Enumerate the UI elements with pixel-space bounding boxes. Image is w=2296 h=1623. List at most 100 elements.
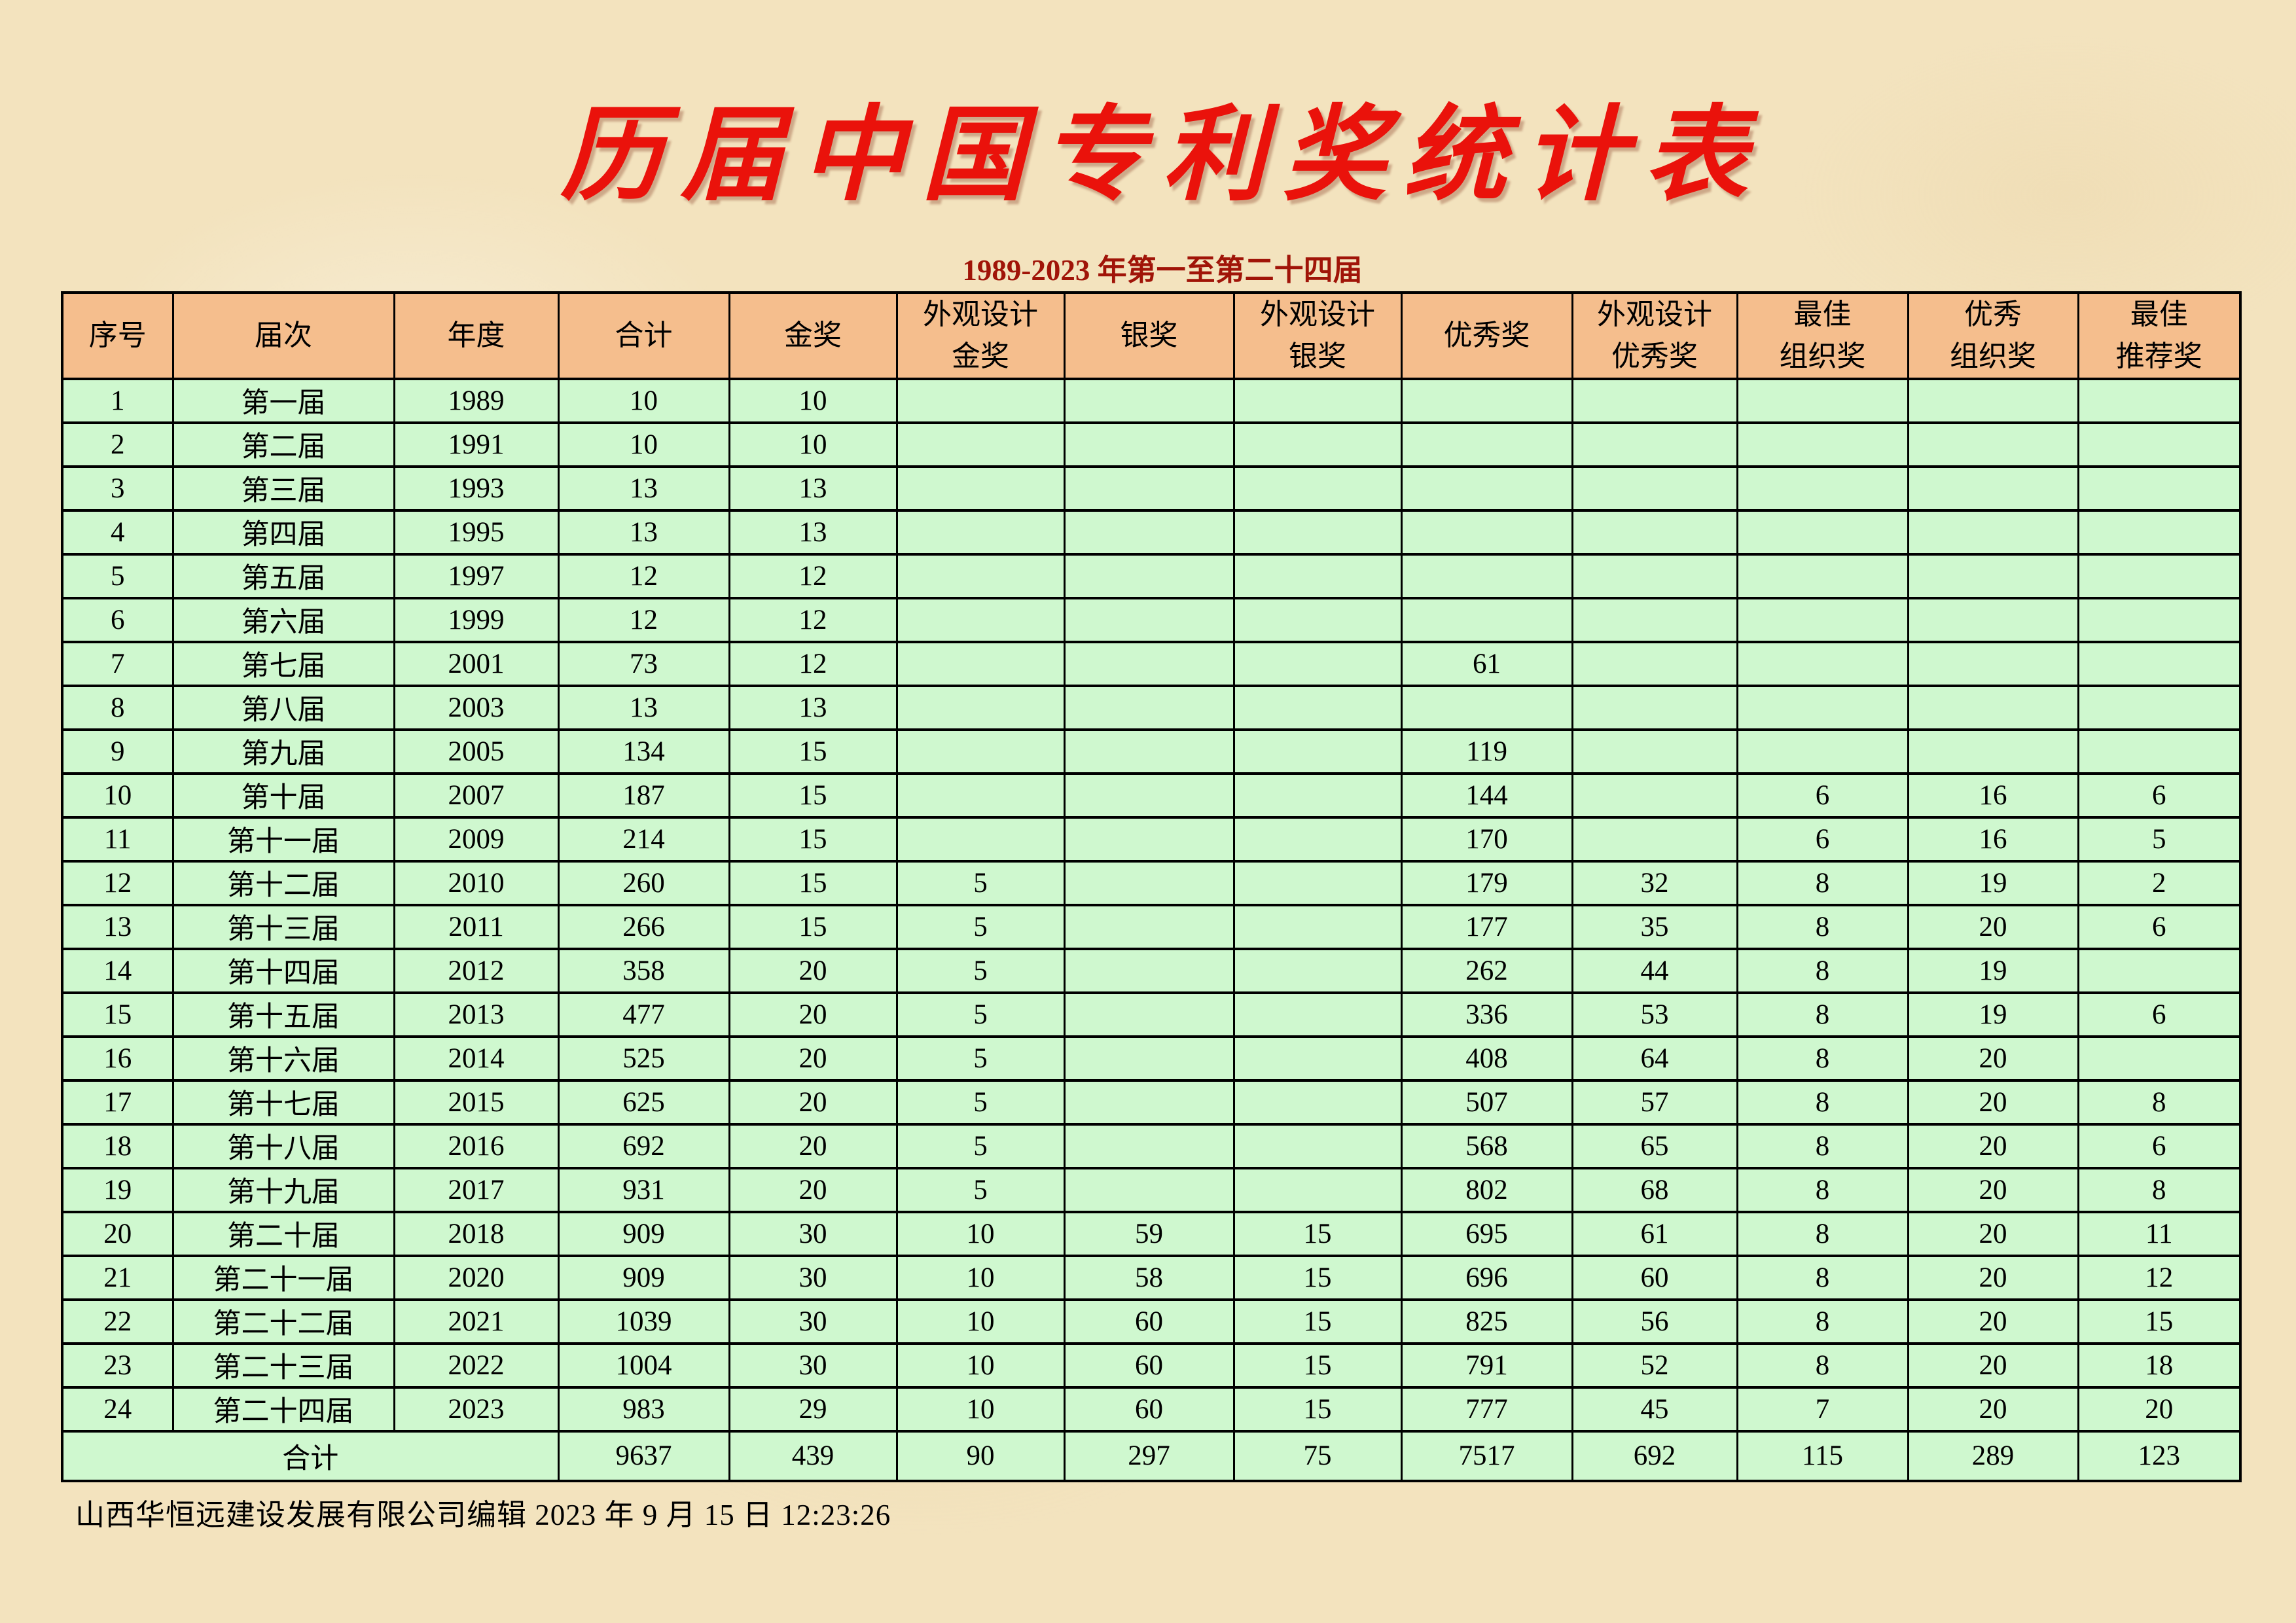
table-cell: 2001 <box>393 640 560 687</box>
table-cell: 第四届 <box>171 508 395 556</box>
table-cell: 262 <box>1400 947 1573 994</box>
table-cell: 第十三届 <box>171 903 395 950</box>
table-row: 14 第十四届 2012 358 20 5 262 44 8 19 <box>61 947 2242 994</box>
table-cell: 64 <box>1571 1035 1738 1082</box>
total-row: 合计 9637 439 90 297 75 7517 692 115 289 123 <box>61 1429 2242 1482</box>
table-cell <box>1907 465 2079 512</box>
table-cell: 12 <box>61 859 174 906</box>
table-cell <box>1063 596 1235 643</box>
table-row: 17 第十七届 2015 625 20 5 507 57 8 20 8 <box>61 1079 2242 1126</box>
header-cell: 年度 <box>393 291 560 380</box>
table-cell <box>1907 377 2079 424</box>
table-cell: 18 <box>61 1122 174 1169</box>
header-cell: 外观设计 优秀奖 <box>1571 291 1738 380</box>
table-cell: 29 <box>728 1385 898 1433</box>
table-cell: 5 <box>895 903 1066 950</box>
table-cell: 11 <box>61 815 174 863</box>
table-cell: 1991 <box>393 421 560 468</box>
table-row: 5 第五届 1997 12 12 <box>61 552 2242 599</box>
table-cell <box>1400 421 1573 468</box>
table-cell: 10 <box>895 1254 1066 1301</box>
table-cell: 24 <box>61 1385 174 1433</box>
table-cell: 第十八届 <box>171 1122 395 1169</box>
table-cell: 8 <box>1736 1079 1909 1126</box>
table-row: 22 第二十二届 2021 1039 30 10 60 15 825 56 8 20 15 <box>61 1298 2242 1345</box>
table-row: 3 第三届 1993 13 13 <box>61 465 2242 512</box>
table-cell: 179 <box>1400 859 1573 906</box>
table-cell <box>1232 859 1403 906</box>
table-cell: 8 <box>1736 1298 1909 1345</box>
table-cell: 1039 <box>557 1298 730 1345</box>
table-cell <box>1063 991 1235 1038</box>
table-cell: 909 <box>557 1254 730 1301</box>
table-cell <box>1232 947 1403 994</box>
table-cell: 2 <box>61 421 174 468</box>
table-cell: 19 <box>1907 991 2079 1038</box>
table-cell: 60 <box>1063 1342 1235 1389</box>
total-cell: 289 <box>1907 1429 2079 1482</box>
header-cell: 金奖 <box>728 291 898 380</box>
table-cell: 19 <box>61 1166 174 1213</box>
table-cell: 692 <box>557 1122 730 1169</box>
table-row: 6 第六届 1999 12 12 <box>61 596 2242 643</box>
header-cell: 外观设计 金奖 <box>895 291 1066 380</box>
table-cell: 第九届 <box>171 728 395 775</box>
table-cell <box>1736 465 1909 512</box>
table-cell <box>1063 421 1235 468</box>
table-cell: 2011 <box>393 903 560 950</box>
footer-note: 山西华恒远建设发展有限公司编辑 2023 年 9 月 15 日 12:23:26 <box>75 1499 891 1531</box>
table-cell <box>1063 1122 1235 1169</box>
table-cell <box>1232 1035 1403 1082</box>
table-row: 20 第二十届 2018 909 30 10 59 15 695 61 8 20 11 <box>61 1210 2242 1257</box>
table-cell: 第七届 <box>171 640 395 687</box>
table-cell: 12 <box>728 596 898 643</box>
table-cell: 20 <box>728 947 898 994</box>
total-cell: 115 <box>1736 1429 1909 1482</box>
table-cell: 2018 <box>393 1210 560 1257</box>
header-cell: 优秀 组织奖 <box>1907 291 2079 380</box>
table-cell: 8 <box>1736 947 1909 994</box>
table-cell: 266 <box>557 903 730 950</box>
table-cell <box>1907 421 2079 468</box>
table-cell: 19 <box>1907 859 2079 906</box>
table-cell <box>1907 552 2079 599</box>
table-cell <box>1907 640 2079 687</box>
table-cell: 5 <box>895 947 1066 994</box>
table-cell: 477 <box>557 991 730 1038</box>
table-cell: 53 <box>1571 991 1738 1038</box>
table-cell <box>1571 684 1738 731</box>
total-cell: 297 <box>1063 1429 1235 1482</box>
table-cell <box>895 377 1066 424</box>
table-cell: 第十五届 <box>171 991 395 1038</box>
table-row: 8 第八届 2003 13 13 <box>61 684 2242 731</box>
table-cell: 13 <box>557 684 730 731</box>
table-cell: 30 <box>728 1254 898 1301</box>
table-cell: 12 <box>557 596 730 643</box>
table-cell <box>1063 815 1235 863</box>
table-cell: 第十一届 <box>171 815 395 863</box>
table-cell <box>1232 684 1403 731</box>
table-cell <box>1400 508 1573 556</box>
table-cell: 61 <box>1400 640 1573 687</box>
header-row: 序号 届次 年度 合计 金奖 外观设计 金奖 银奖 外观设计 银奖 优秀奖 外观设计 优秀奖 最佳 … <box>61 291 2242 380</box>
table-cell <box>2077 508 2242 556</box>
total-cell: 123 <box>2077 1429 2242 1482</box>
table-cell: 20 <box>728 1079 898 1126</box>
table-cell <box>1063 772 1235 819</box>
table-cell <box>1736 377 1909 424</box>
table-cell: 1989 <box>393 377 560 424</box>
table-cell: 507 <box>1400 1079 1573 1126</box>
table-cell <box>1063 508 1235 556</box>
table-cell <box>895 640 1066 687</box>
table-row: 23 第二十三届 2022 1004 30 10 60 15 791 52 8 20 18 <box>61 1342 2242 1389</box>
table-cell: 10 <box>557 377 730 424</box>
total-cell: 439 <box>728 1429 898 1482</box>
table-cell <box>1736 552 1909 599</box>
table-cell: 2007 <box>393 772 560 819</box>
table-cell: 14 <box>61 947 174 994</box>
patent-award-stats-table: 序号 届次 年度 合计 金奖 外观设计 金奖 银奖 外观设计 银奖 优秀奖 外观设计 优秀奖 最佳 … <box>61 291 2242 1482</box>
table-cell: 2005 <box>393 728 560 775</box>
table-cell: 5 <box>895 1079 1066 1126</box>
table-cell: 30 <box>728 1342 898 1389</box>
table-cell <box>1063 465 1235 512</box>
